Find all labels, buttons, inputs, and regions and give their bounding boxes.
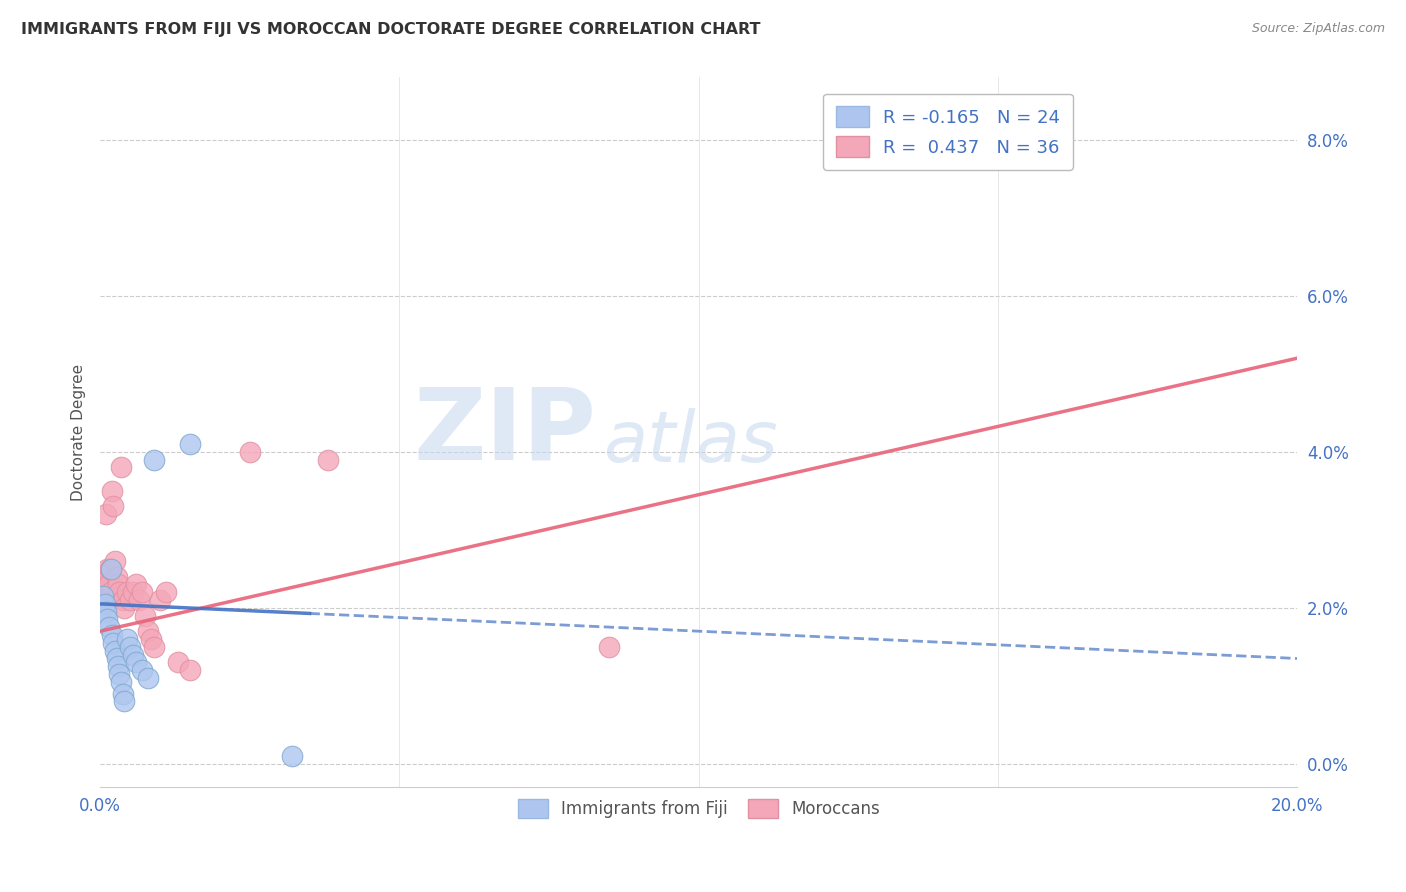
Point (598, 640, 620, 654)
Point (107, 659, 129, 673)
Point (103, 500, 125, 514)
Point (96, 612, 118, 626)
Text: ZIP: ZIP (413, 384, 598, 481)
Point (118, 593, 141, 607)
Point (143, 452, 166, 467)
Point (128, 593, 150, 607)
Point (112, 600, 135, 615)
Point (108, 667, 131, 681)
Point (100, 585, 122, 599)
Point (98, 577, 121, 591)
Point (97, 569, 120, 583)
Point (868, 125, 890, 139)
Point (91, 589, 114, 603)
Point (143, 640, 166, 654)
Point (122, 585, 145, 599)
Text: atlas: atlas (603, 409, 778, 477)
Point (93, 593, 115, 607)
Point (115, 585, 138, 599)
Point (94, 507, 117, 521)
Point (100, 562, 122, 576)
Text: Source: ZipAtlas.com: Source: ZipAtlas.com (1251, 22, 1385, 36)
Point (125, 577, 148, 591)
Point (108, 585, 131, 599)
Legend: Immigrants from Fiji, Moroccans: Immigrants from Fiji, Moroccans (510, 792, 886, 825)
Point (96, 562, 118, 576)
Text: IMMIGRANTS FROM FIJI VS MOROCCAN DOCTORATE DEGREE CORRELATION CHART: IMMIGRANTS FROM FIJI VS MOROCCAN DOCTORA… (21, 22, 761, 37)
Point (136, 671, 159, 685)
Point (110, 674, 132, 689)
Point (101, 483, 124, 498)
Point (105, 569, 128, 583)
Point (94, 605, 117, 619)
Point (107, 577, 129, 591)
Point (149, 593, 172, 607)
Point (103, 636, 125, 650)
Point (115, 632, 138, 646)
Point (98, 620, 121, 634)
Point (105, 651, 128, 665)
Point (131, 585, 153, 599)
Point (94, 577, 117, 591)
Point (98, 562, 121, 576)
Point (155, 585, 177, 599)
Point (131, 663, 153, 677)
Point (111, 687, 134, 701)
Point (101, 628, 124, 642)
Point (94, 597, 117, 611)
Point (122, 648, 145, 662)
Y-axis label: Doctorate Degree: Doctorate Degree (72, 364, 86, 501)
Point (118, 640, 141, 654)
Point (167, 656, 190, 670)
Point (134, 608, 156, 623)
Point (104, 554, 127, 568)
Point (239, 445, 262, 459)
Point (179, 437, 201, 451)
Point (139, 632, 162, 646)
Point (136, 624, 159, 639)
Point (316, 452, 339, 467)
Point (104, 643, 127, 657)
Point (110, 460, 132, 475)
Point (280, 749, 302, 764)
Point (111, 593, 134, 607)
Point (125, 656, 148, 670)
Point (112, 694, 135, 708)
Point (91, 585, 114, 599)
Point (179, 663, 201, 677)
